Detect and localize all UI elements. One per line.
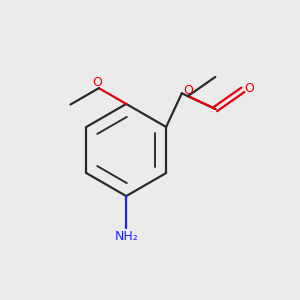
Text: NH₂: NH₂ xyxy=(114,230,138,243)
Text: O: O xyxy=(244,82,254,95)
Text: O: O xyxy=(92,76,102,89)
Text: O: O xyxy=(183,84,193,97)
